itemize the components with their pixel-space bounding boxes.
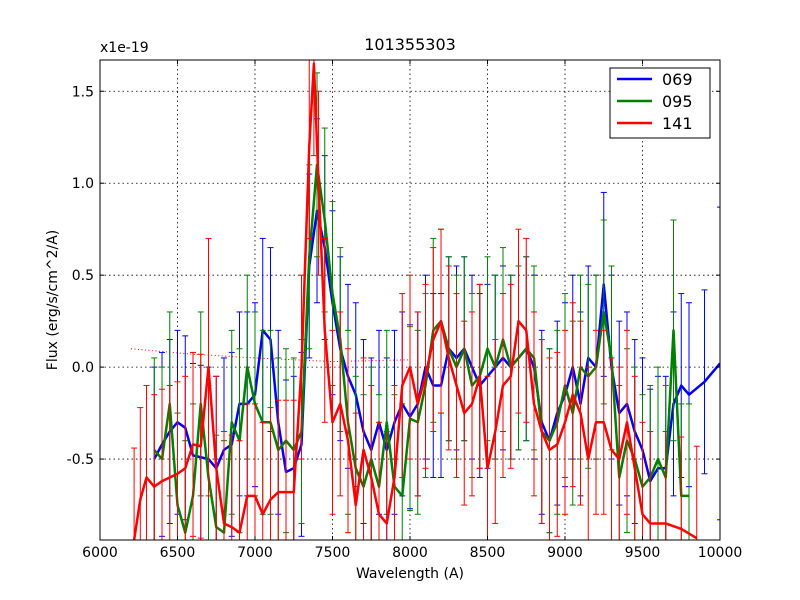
y-tick-labels: -0.5 0.0 0.5 1.0 1.5 [67, 84, 94, 468]
x-tick-label: 9500 [625, 545, 661, 561]
x-tick-label: 9000 [547, 545, 583, 561]
reference-dotted-line [130, 348, 411, 363]
series-141 [131, 60, 700, 540]
x-tick-label: 8000 [392, 545, 428, 561]
offset-label: x1e-19 [100, 40, 149, 56]
tick-marks [99, 60, 721, 540]
y-axis-label: Flux (erg/s/cm^2/A) [45, 230, 61, 370]
series-line-141 [132, 62, 698, 540]
legend-label-141: 141 [662, 114, 693, 133]
series-layer [130, 60, 720, 540]
x-tick-labels: 6000 6500 7000 7500 8000 8500 9000 9500 10000 [82, 545, 742, 561]
legend-box [609, 67, 711, 139]
series-line-095 [153, 163, 689, 534]
y-tick-label: 0.5 [72, 268, 94, 284]
y-tick-label: -0.5 [67, 452, 94, 468]
x-tick-label: 10000 [698, 545, 743, 561]
y-tick-label: 0.0 [72, 360, 94, 376]
x-tick-label: 7500 [315, 545, 351, 561]
y-tick-label: 1.5 [72, 84, 94, 100]
x-axis-label: Wavelength (A) [356, 566, 464, 582]
chart-title: 101355303 [364, 35, 456, 54]
y-tick-label: 1.0 [72, 176, 94, 192]
x-tick-label: 6500 [160, 545, 196, 561]
x-tick-label: 7000 [237, 545, 273, 561]
legend-label-095: 095 [662, 92, 693, 111]
legend-label-069: 069 [662, 70, 693, 89]
x-tick-label: 6000 [82, 545, 118, 561]
legend: 069 095 141 [609, 67, 711, 139]
x-tick-label: 8500 [470, 545, 506, 561]
